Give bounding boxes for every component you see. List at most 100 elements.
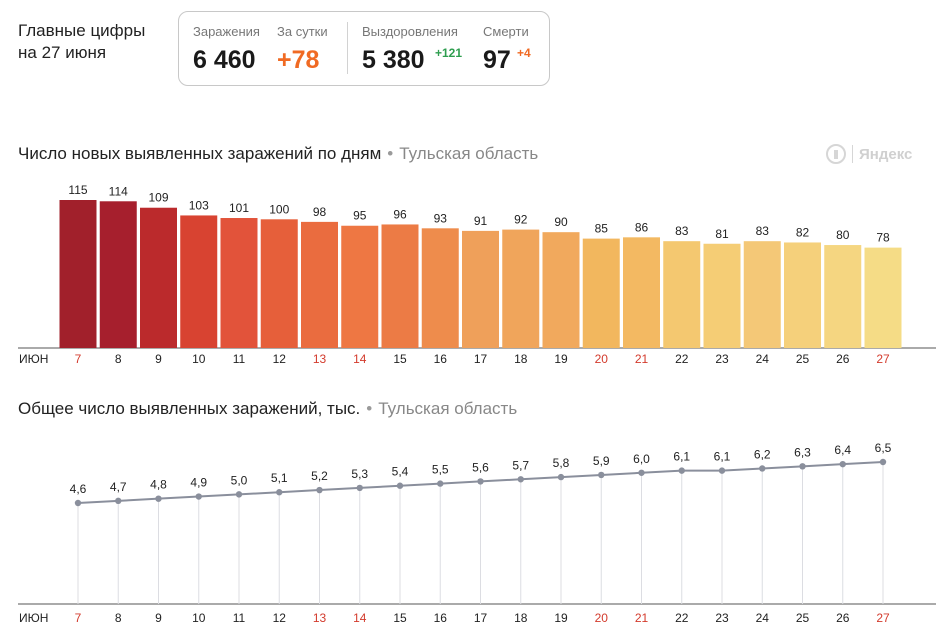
bar xyxy=(220,218,258,348)
bar-x-tick-label: 21 xyxy=(635,352,649,366)
line-point xyxy=(678,467,685,474)
bar-x-tick-label: 16 xyxy=(434,352,448,366)
bar-value-label: 85 xyxy=(595,222,609,236)
line-value-label: 6,0 xyxy=(633,452,650,466)
line-x-tick-label: 17 xyxy=(474,611,488,625)
line-point xyxy=(115,497,122,505)
line-x-tick-label: 21 xyxy=(635,611,649,625)
bar xyxy=(623,237,660,348)
line-value-label: 4,8 xyxy=(150,478,167,492)
bar-x-tick-label: 8 xyxy=(115,352,122,366)
line-x-tick-label: 20 xyxy=(595,611,609,625)
bar-value-label: 82 xyxy=(796,225,810,239)
bar-value-label: 93 xyxy=(434,211,448,225)
line-value-label: 4,7 xyxy=(110,480,127,494)
line-point xyxy=(839,460,846,468)
line-x-tick-label: 19 xyxy=(554,611,568,625)
line-point xyxy=(759,465,766,472)
bar xyxy=(703,243,741,348)
line-chart-month-label: ИЮН xyxy=(19,611,48,625)
stat-recovered-value: 5 380 xyxy=(362,46,425,74)
bar-x-tick-label: 27 xyxy=(876,352,890,366)
bar-x-tick-label: 13 xyxy=(313,352,327,366)
stat-deaths-value: 97 xyxy=(483,46,511,74)
bar-value-label: 83 xyxy=(675,224,689,238)
line-point xyxy=(638,469,645,476)
yandex-logo: Яндекс xyxy=(826,144,912,164)
bar-x-tick-label: 17 xyxy=(474,352,488,366)
bar xyxy=(180,215,218,348)
line-x-tick-label: 23 xyxy=(715,611,729,625)
line-value-label: 5,7 xyxy=(512,458,529,472)
stats-card: Заражения 6 460 За сутки +78 Выздоровлен… xyxy=(178,11,550,86)
line-value-label: 6,2 xyxy=(754,447,771,461)
line-point xyxy=(316,486,323,494)
line-chart-title: Общее число выявленных заражений, тыс. • Т… xyxy=(18,399,517,419)
stat-infections-label: Заражения xyxy=(193,24,260,39)
line-value-label: 5,6 xyxy=(472,460,489,474)
bar-x-tick-label: 7 xyxy=(75,352,82,366)
bar-value-label: 95 xyxy=(353,209,367,223)
line-value-label: 4,9 xyxy=(190,476,207,490)
line-value-label: 5,4 xyxy=(392,465,409,479)
line-point xyxy=(74,499,82,507)
line-value-label: 5,0 xyxy=(231,473,248,487)
line-x-tick-label: 25 xyxy=(796,611,810,625)
title-dot-separator: • xyxy=(366,399,373,418)
line-x-tick-label: 16 xyxy=(434,611,448,625)
line-value-label: 6,1 xyxy=(714,450,731,464)
bar-value-label: 80 xyxy=(836,228,850,242)
stat-deaths: Смерти 97 +4 xyxy=(483,24,531,74)
bar-value-label: 83 xyxy=(756,224,770,238)
line-x-tick-label: 18 xyxy=(514,611,528,625)
bar xyxy=(743,241,781,348)
bar-value-label: 98 xyxy=(313,205,327,219)
bar-value-label: 91 xyxy=(474,214,488,228)
line-point xyxy=(155,495,162,502)
bar-value-label: 100 xyxy=(269,202,289,216)
line-x-tick-label: 7 xyxy=(75,611,82,625)
line-x-tick-label: 10 xyxy=(192,611,206,625)
line-value-label: 6,1 xyxy=(673,450,690,464)
line-x-tick-label: 12 xyxy=(273,611,287,625)
line-point xyxy=(356,484,363,492)
bar xyxy=(99,201,137,348)
line-x-tick-label: 11 xyxy=(233,611,246,625)
line-point xyxy=(195,493,202,500)
bar-x-tick-label: 25 xyxy=(796,352,810,366)
bar-value-label: 78 xyxy=(876,231,890,245)
line-point xyxy=(276,489,283,496)
yandex-logo-text: Яндекс xyxy=(859,145,913,163)
line-x-tick-label: 22 xyxy=(675,611,689,625)
line-point xyxy=(517,476,524,483)
line-x-tick-label: 24 xyxy=(756,611,770,625)
bar-value-label: 115 xyxy=(68,183,87,197)
stat-infections: Заражения 6 460 xyxy=(193,24,260,74)
line-point xyxy=(557,473,565,481)
line-point xyxy=(235,491,243,498)
headline: Главные цифры на 27 июня xyxy=(18,20,145,64)
bar xyxy=(542,232,580,348)
line-point xyxy=(477,478,484,485)
bar-value-label: 92 xyxy=(514,213,528,227)
line-point xyxy=(879,458,887,466)
bar-x-tick-label: 19 xyxy=(554,352,568,366)
line-value-label: 5,9 xyxy=(593,454,610,468)
bar xyxy=(421,228,459,348)
stat-deaths-label: Смерти xyxy=(483,24,529,39)
line-x-tick-label: 26 xyxy=(836,611,850,625)
bar-value-label: 114 xyxy=(109,184,128,198)
bar-x-tick-label: 23 xyxy=(715,352,729,366)
bar xyxy=(59,200,97,348)
bar xyxy=(864,247,902,348)
line-value-label: 6,5 xyxy=(875,441,892,455)
stat-recovered-label: Выздоровления xyxy=(362,24,458,39)
stat-day-label: За сутки xyxy=(277,24,328,39)
headline-title: Главные цифры xyxy=(18,21,146,40)
stat-recovered-delta: +121 xyxy=(435,46,463,60)
bar-x-tick-label: 9 xyxy=(155,352,162,366)
bar-x-tick-label: 14 xyxy=(353,352,367,366)
line-chart-region: Тульская область xyxy=(378,399,518,418)
line-chart-title-text: Общее число выявленных заражений, тыс. xyxy=(18,399,361,418)
line-point xyxy=(718,467,726,474)
